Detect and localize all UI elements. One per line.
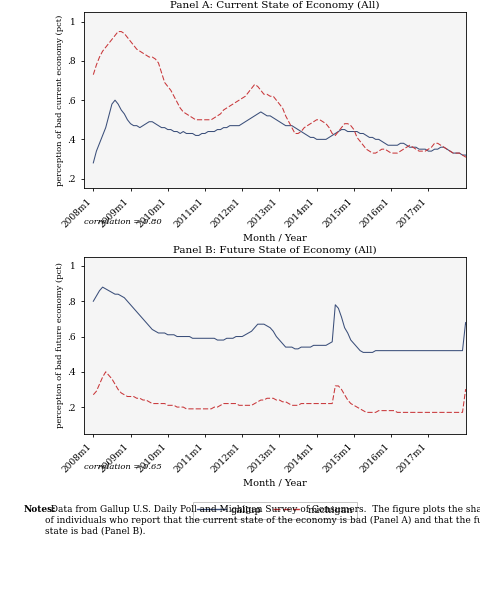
Y-axis label: perception of bad future economy (pct): perception of bad future economy (pct)	[56, 263, 64, 428]
Text: correlation = 0.80: correlation = 0.80	[84, 218, 162, 226]
Legend: gallup, michigan: gallup, michigan	[193, 257, 357, 273]
Legend: gallup, michigan: gallup, michigan	[193, 502, 357, 518]
Y-axis label: perception of bad current economy (pct): perception of bad current economy (pct)	[56, 14, 64, 186]
Title: Panel B: Future State of Economy (All): Panel B: Future State of Economy (All)	[173, 246, 377, 255]
Text: Notes:: Notes:	[24, 505, 57, 514]
Text: Data from Gallup U.S. Daily Poll and Michigan Survey of Consumers.  The figure p: Data from Gallup U.S. Daily Poll and Mic…	[45, 505, 480, 535]
Title: Panel A: Current State of Economy (All): Panel A: Current State of Economy (All)	[170, 1, 380, 10]
X-axis label: Month / Year: Month / Year	[243, 234, 307, 243]
X-axis label: Month / Year: Month / Year	[243, 479, 307, 488]
Text: correlation = 0.65: correlation = 0.65	[84, 463, 162, 471]
